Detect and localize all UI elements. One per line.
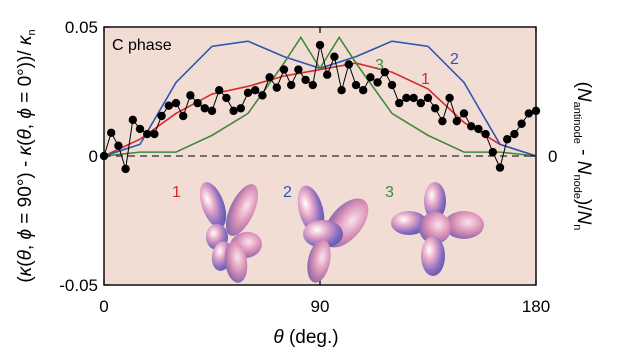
- series-line-3: [103, 35, 537, 157]
- data-point: [481, 129, 490, 139]
- data-point: [193, 98, 202, 108]
- data-point: [279, 65, 289, 74]
- data-point: [179, 111, 188, 121]
- data-point: [265, 73, 274, 82]
- data-point: [452, 116, 461, 126]
- data-point: [524, 109, 533, 118]
- data-point: [380, 67, 389, 77]
- series-label-3: 3: [375, 57, 384, 74]
- series-data: [99, 40, 541, 174]
- data-point: [114, 141, 123, 150]
- series-layer: [99, 35, 541, 174]
- y-tick-label-right: 0: [548, 147, 557, 166]
- data-point: [186, 91, 195, 100]
- series-label-1: 1: [421, 71, 430, 88]
- data-point: [344, 60, 353, 69]
- data-point: [531, 106, 541, 116]
- data-point: [121, 164, 130, 174]
- data-point: [287, 80, 296, 90]
- data-point: [387, 80, 397, 90]
- data-point: [135, 124, 145, 134]
- data-point: [143, 129, 152, 139]
- y-tick-label: 0.05: [65, 18, 98, 37]
- data-point: [171, 98, 181, 108]
- inset-orbital-2: 2: [283, 184, 369, 283]
- x-tick-label: 180: [522, 297, 550, 316]
- x-tick-label: 0: [99, 297, 108, 316]
- data-point: [409, 93, 418, 103]
- data-point: [236, 104, 245, 113]
- inset-label-1: 1: [172, 184, 181, 201]
- y-axis-title-left: (κ(θ, ϕ = 90°) - κ(θ, ϕ = 0°))/ κn: [15, 29, 38, 282]
- data-point: [215, 86, 224, 95]
- data-point: [459, 109, 469, 118]
- data-point: [474, 124, 483, 134]
- y-tick-label: 0: [89, 147, 98, 166]
- data-point: [517, 119, 526, 128]
- inset-orbital-1: 1: [172, 182, 262, 283]
- data-point: [150, 129, 159, 139]
- data-point: [229, 106, 238, 116]
- phase-annotation: C phase: [112, 37, 172, 54]
- data-point: [337, 86, 346, 95]
- data-point: [272, 83, 281, 92]
- data-point: [128, 115, 137, 125]
- data-point: [359, 86, 368, 95]
- data-point: [301, 75, 310, 85]
- x-tick-label: 90: [311, 297, 330, 316]
- data-point: [351, 80, 361, 90]
- data-point: [402, 93, 411, 103]
- inset-orbital-3: 3: [385, 182, 484, 276]
- data-point: [495, 163, 505, 172]
- series-3: [103, 35, 537, 157]
- data-point: [416, 98, 425, 108]
- x-axis-title: θ (deg.): [273, 327, 338, 348]
- data-point: [431, 104, 440, 113]
- data-point: [222, 93, 231, 103]
- data-point: [164, 101, 173, 110]
- data-point: [330, 52, 339, 61]
- data-point: [366, 73, 375, 82]
- data-point: [503, 135, 512, 144]
- data-point: [200, 104, 209, 113]
- series-label-2: 2: [450, 51, 459, 68]
- data-point: [488, 147, 497, 157]
- data-point: [251, 86, 260, 95]
- data-point: [258, 91, 267, 100]
- data-point: [207, 106, 217, 116]
- y-tick-label: -0.05: [59, 276, 98, 295]
- data-point: [323, 70, 332, 79]
- data-point: [395, 98, 404, 108]
- data-point: [157, 111, 166, 121]
- y-axis-title-right: (Nantinode - Nnode)/Nn: [571, 82, 594, 231]
- data-point: [423, 93, 433, 103]
- data-point: [243, 88, 253, 97]
- data-point: [438, 116, 447, 126]
- data-point: [510, 129, 519, 139]
- data-point: [308, 80, 317, 90]
- data-point: [294, 65, 303, 74]
- data-point: [107, 128, 116, 137]
- data-point: [373, 78, 382, 87]
- data-point: [445, 93, 454, 103]
- inset-label-3: 3: [385, 184, 394, 201]
- data-point: [315, 40, 325, 50]
- data-point: [467, 122, 476, 131]
- inset-label-2: 2: [283, 184, 292, 201]
